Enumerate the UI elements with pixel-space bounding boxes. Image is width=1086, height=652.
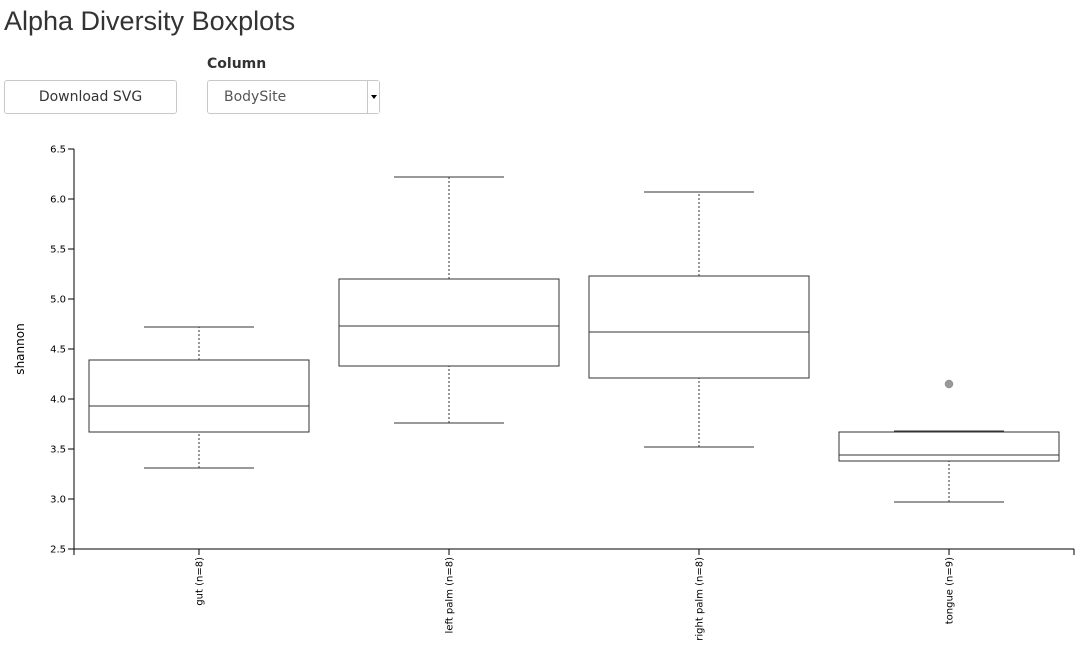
y-axis-label: shannon — [13, 323, 27, 374]
y-tick-label: 6.0 — [50, 195, 66, 206]
y-tick-label: 4.5 — [50, 345, 66, 356]
box-group — [88, 326, 310, 469]
box-group — [838, 379, 1060, 503]
x-tick-label: right palm (n=8) — [695, 557, 706, 641]
box-group — [338, 176, 560, 424]
y-axis-ticks: 2.5 3.0 3.5 4.0 4.5 5.0 5.5 6.0 6.5 — [50, 145, 74, 556]
y-tick-label: 3.0 — [50, 495, 66, 506]
boxes — [88, 176, 1060, 503]
column-select[interactable]: BodySite — [207, 80, 380, 114]
iqr-box — [338, 278, 560, 367]
y-tick-label: 6.5 — [50, 145, 66, 156]
outlier-point — [944, 379, 954, 389]
y-tick-label: 2.5 — [50, 545, 66, 556]
iqr-box — [88, 359, 310, 433]
x-tick-label: gut (n=8) — [195, 557, 206, 606]
column-label: Column — [207, 56, 267, 72]
y-tick-label: 5.5 — [50, 245, 66, 256]
caret-down-icon — [370, 95, 377, 99]
column-select-value: BodySite — [224, 89, 287, 105]
y-tick-label: 4.0 — [50, 395, 66, 406]
page-title: Alpha Diversity Boxplots — [4, 6, 296, 36]
select-arrow-button[interactable] — [367, 81, 379, 113]
y-tick-label: 3.5 — [50, 445, 66, 456]
download-svg-button[interactable]: Download SVG — [4, 80, 177, 114]
box-group — [588, 191, 810, 448]
x-axis-ticks: gut (n=8) left palm (n=8) right palm (n=8)… — [73, 549, 1075, 641]
x-tick-label: tongue (n=9) — [945, 557, 956, 624]
x-tick-label: left palm (n=8) — [445, 557, 456, 634]
y-tick-label: 5.0 — [50, 295, 66, 306]
iqr-box — [838, 431, 1060, 462]
iqr-box — [588, 275, 810, 379]
